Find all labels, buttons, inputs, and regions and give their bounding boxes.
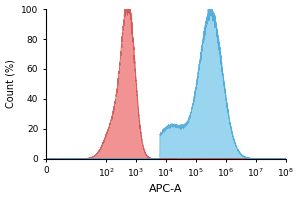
X-axis label: APC-A: APC-A — [149, 184, 183, 194]
Y-axis label: Count (%): Count (%) — [6, 60, 16, 108]
